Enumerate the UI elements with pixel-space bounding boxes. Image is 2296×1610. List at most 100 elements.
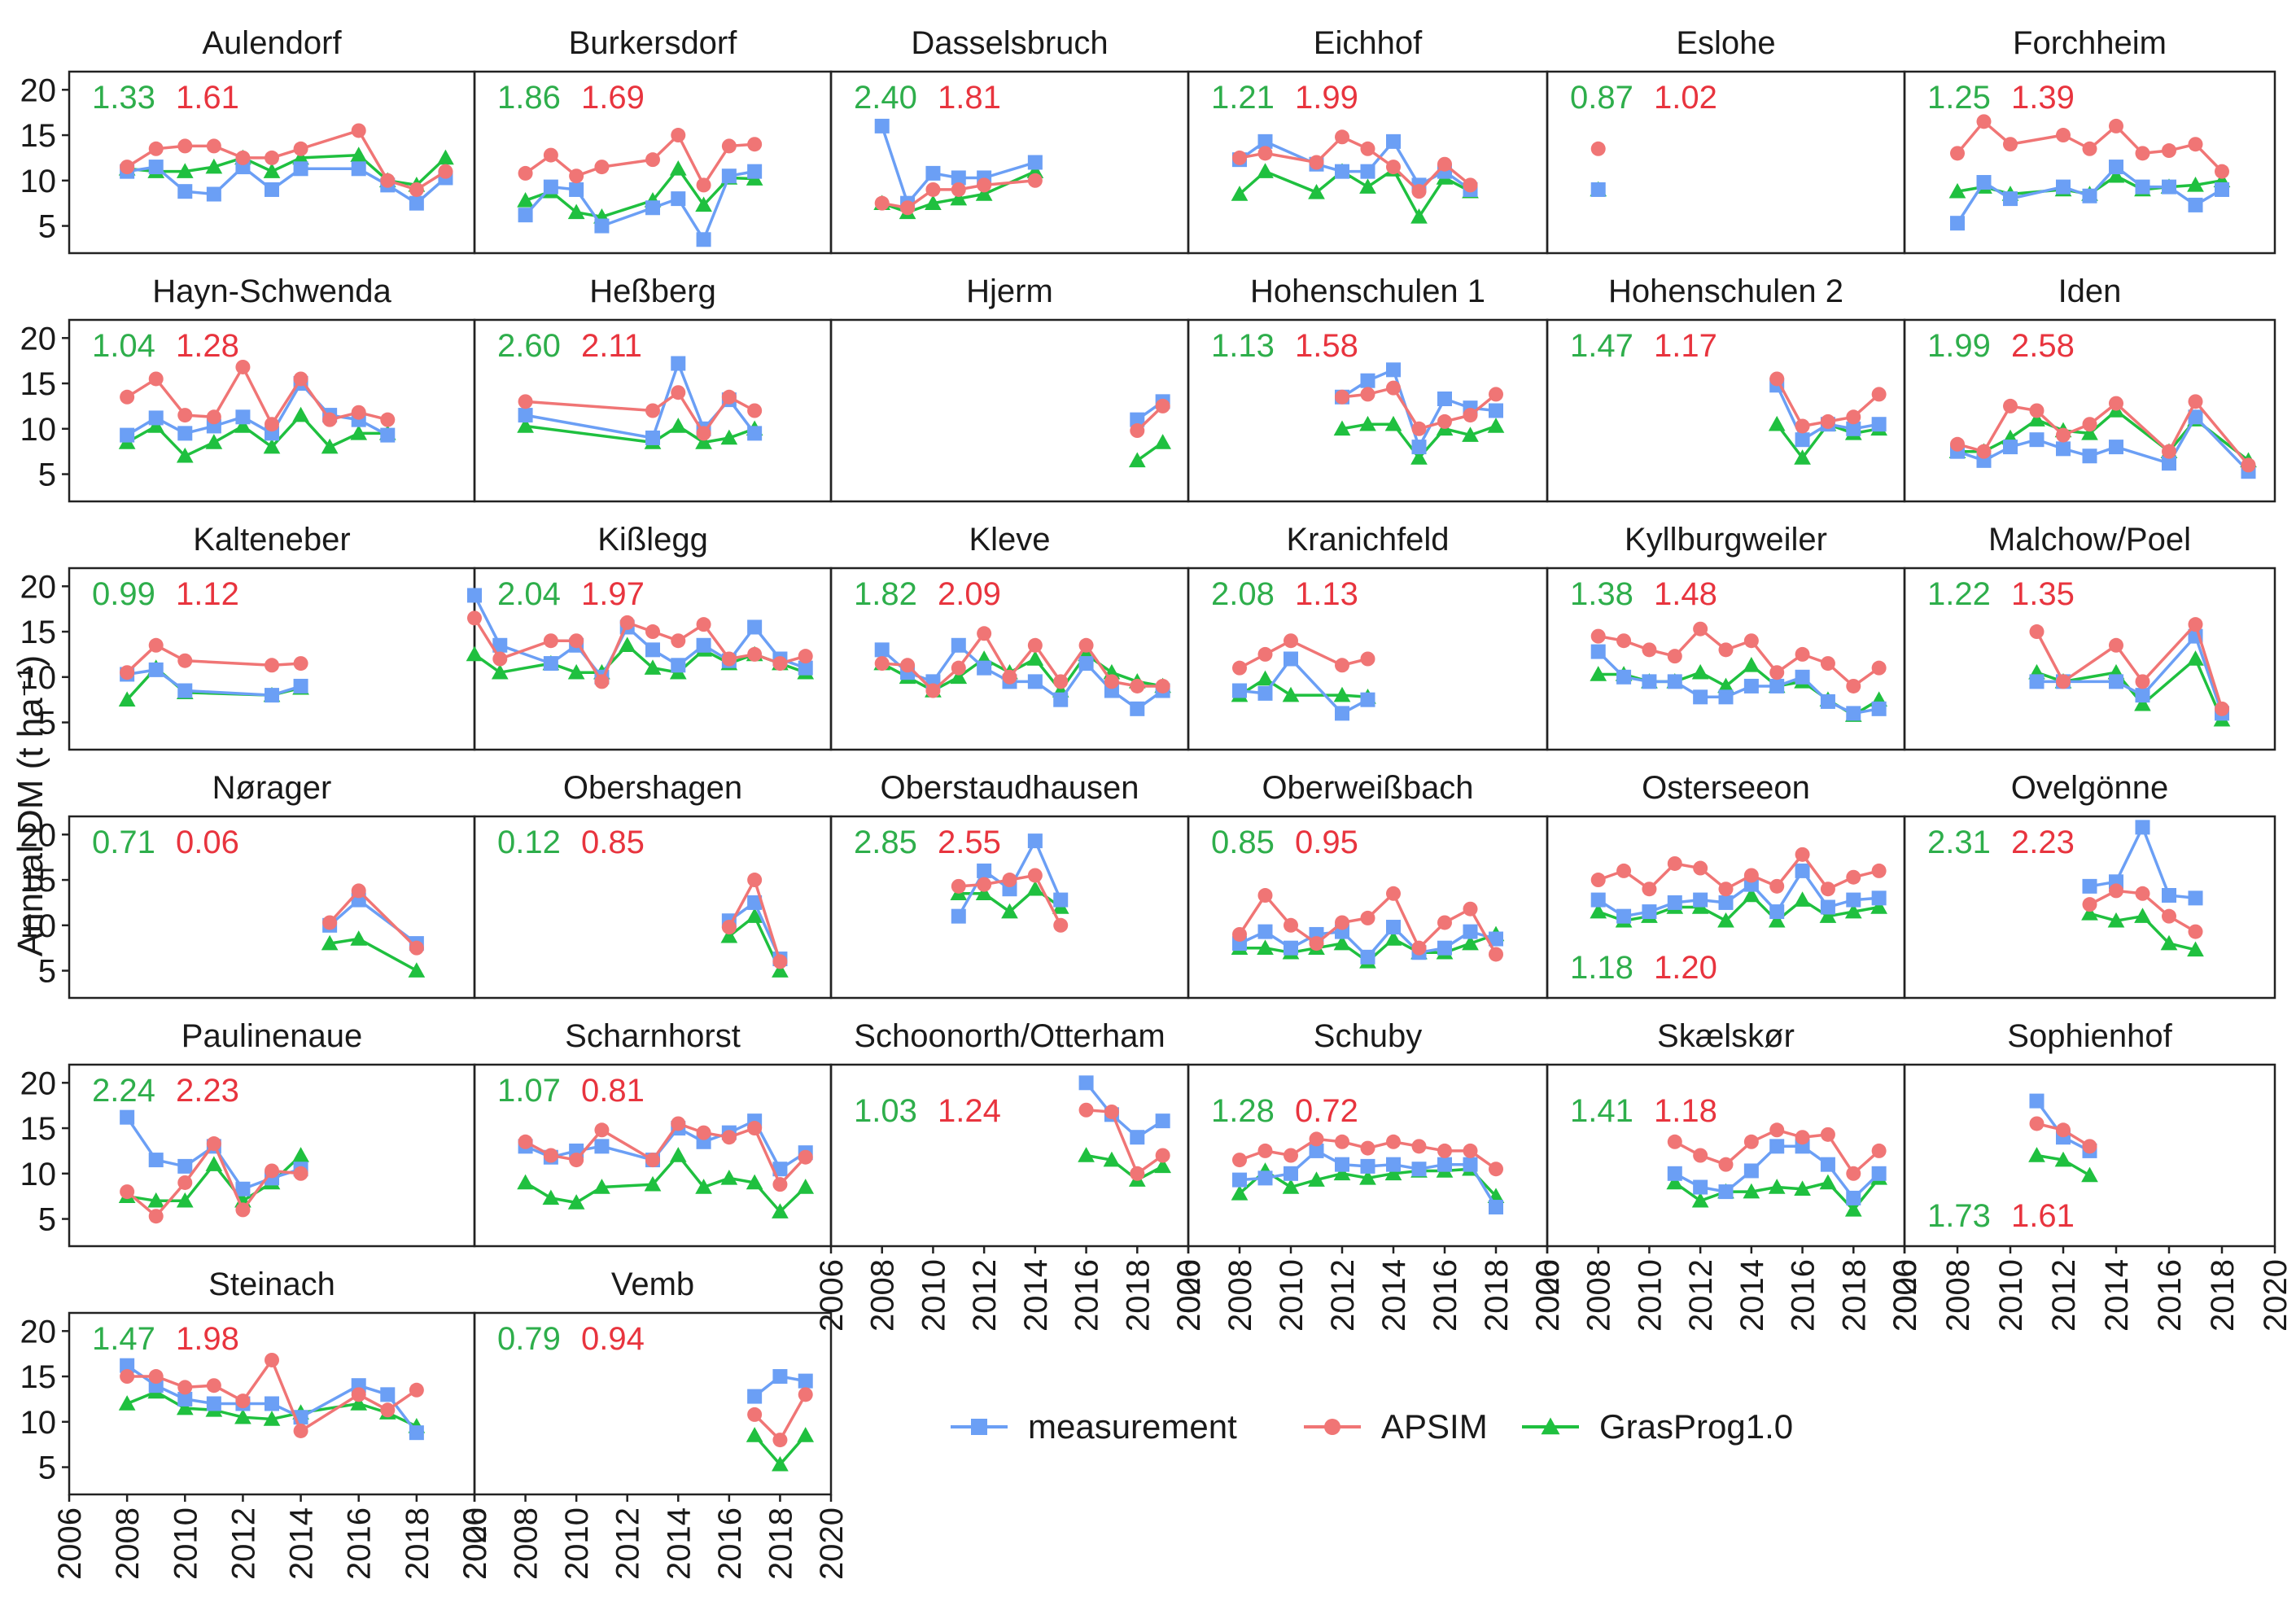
panel-frame [1903, 70, 2276, 255]
point-apsim [322, 412, 338, 427]
point-apsim [1232, 1153, 1247, 1168]
point-meas [2082, 188, 2097, 203]
y-tick-label: 5 [38, 209, 56, 245]
point-meas [1284, 1166, 1298, 1181]
x-tick-label: 2008 [509, 1507, 544, 1580]
point-gras [1462, 427, 1479, 442]
panel-frame [1903, 815, 2276, 1000]
point-meas [1155, 1113, 1170, 1129]
point-meas [2135, 820, 2150, 835]
point-apsim [747, 137, 763, 152]
rmse-grasprog: 0.12 [497, 825, 561, 860]
point-apsim [772, 1177, 788, 1192]
point-gras [1410, 208, 1428, 224]
point-meas [1489, 403, 1503, 418]
point-gras [1487, 418, 1505, 433]
y-tick-label: 20 [20, 1065, 57, 1101]
series-line-meas [525, 359, 756, 440]
point-apsim [1976, 114, 1992, 129]
point-gras [644, 659, 662, 675]
point-apsim [1616, 863, 1632, 878]
point-apsim [1284, 917, 1298, 933]
point-gras [1410, 449, 1428, 465]
point-apsim [1463, 1143, 1478, 1158]
point-meas [1769, 678, 1785, 693]
panel-frame [1903, 318, 2276, 503]
point-meas [120, 1358, 135, 1373]
panel-frame [1903, 567, 2276, 751]
rmse-apsim: 2.23 [2011, 825, 2075, 860]
x-tick-label: 2012 [1325, 1259, 1361, 1332]
x-axis-col-3: 2006 2008 2010 2012 2014 2016 2018 2020 [814, 1246, 1207, 1332]
point-apsim [265, 417, 279, 432]
point-gras [1128, 452, 1146, 468]
panel-title: Kyllburgweiler [1625, 522, 1827, 558]
panel-forchheim: Forchheim 1.25 1.39 [1903, 25, 2276, 255]
point-apsim [1590, 873, 1606, 888]
point-apsim [1130, 423, 1145, 439]
point-apsim [177, 408, 193, 423]
point-apsim [721, 651, 737, 667]
x-tick-label: 2008 [1222, 1259, 1258, 1332]
series-meas [1232, 1143, 1503, 1215]
point-gras [1384, 415, 1402, 431]
point-meas [1360, 1158, 1375, 1174]
point-apsim [409, 940, 424, 956]
point-apsim [1871, 387, 1887, 402]
series-line-meas [1238, 138, 1472, 191]
legend-marker-gras [1541, 1417, 1560, 1435]
point-gras [2134, 695, 2151, 711]
x-tick-label: 2010 [1274, 1259, 1310, 1332]
panel-kalteneber: Kalteneber 5 10 15 20 0.99 1.12 [20, 522, 476, 751]
point-apsim [265, 1352, 279, 1367]
point-gras [1333, 1165, 1351, 1181]
point-meas [2188, 890, 2203, 906]
series-meas [1232, 920, 1503, 965]
point-apsim [569, 633, 584, 649]
point-apsim [1820, 413, 1835, 429]
point-apsim [293, 141, 308, 156]
panel-steinach: Steinach 5 10 15 20 1.47 1.98 [20, 1267, 476, 1496]
panel-frame [829, 1063, 1190, 1248]
point-gras [772, 1455, 789, 1472]
point-gras [118, 1395, 136, 1411]
point-gras [1794, 891, 1811, 907]
point-apsim [265, 1163, 279, 1179]
x-tick-label: 2014 [2099, 1259, 2135, 1332]
point-apsim [1386, 160, 1401, 175]
legend-label: GrasProg1.0 [1599, 1407, 1793, 1446]
point-meas [1130, 701, 1145, 716]
point-meas [177, 184, 193, 199]
panel-title: Oberstaudhausen [880, 770, 1139, 806]
point-apsim [2029, 403, 2045, 418]
point-meas [977, 863, 992, 878]
point-apsim [925, 182, 941, 197]
point-apsim [293, 1423, 308, 1438]
point-gras [517, 191, 534, 208]
point-meas [1437, 1157, 1452, 1172]
rmse-apsim: 2.11 [581, 328, 642, 364]
x-tick-label: 2006 [1171, 1259, 1207, 1332]
point-meas [1078, 1075, 1094, 1091]
point-apsim [2082, 1139, 2097, 1154]
point-meas [120, 1109, 135, 1125]
x-tick-label: 2010 [916, 1259, 951, 1332]
point-apsim [1437, 413, 1452, 429]
series-line-apsim [127, 1357, 418, 1433]
series-apsim [1667, 1122, 1887, 1181]
point-meas [1463, 924, 1478, 939]
panel-title: Vemb [611, 1267, 694, 1302]
point-apsim [2029, 1116, 2045, 1131]
x-tick-label: 2008 [1581, 1259, 1617, 1332]
rmse-apsim: 1.12 [176, 576, 239, 612]
point-apsim [721, 138, 737, 154]
point-meas [1360, 373, 1375, 388]
rmse-apsim: 0.72 [1295, 1093, 1358, 1129]
point-gras [1308, 183, 1325, 199]
point-gras [205, 434, 223, 449]
point-gras [2134, 908, 2151, 923]
point-apsim [1232, 926, 1247, 942]
series-line-apsim [2035, 621, 2224, 710]
